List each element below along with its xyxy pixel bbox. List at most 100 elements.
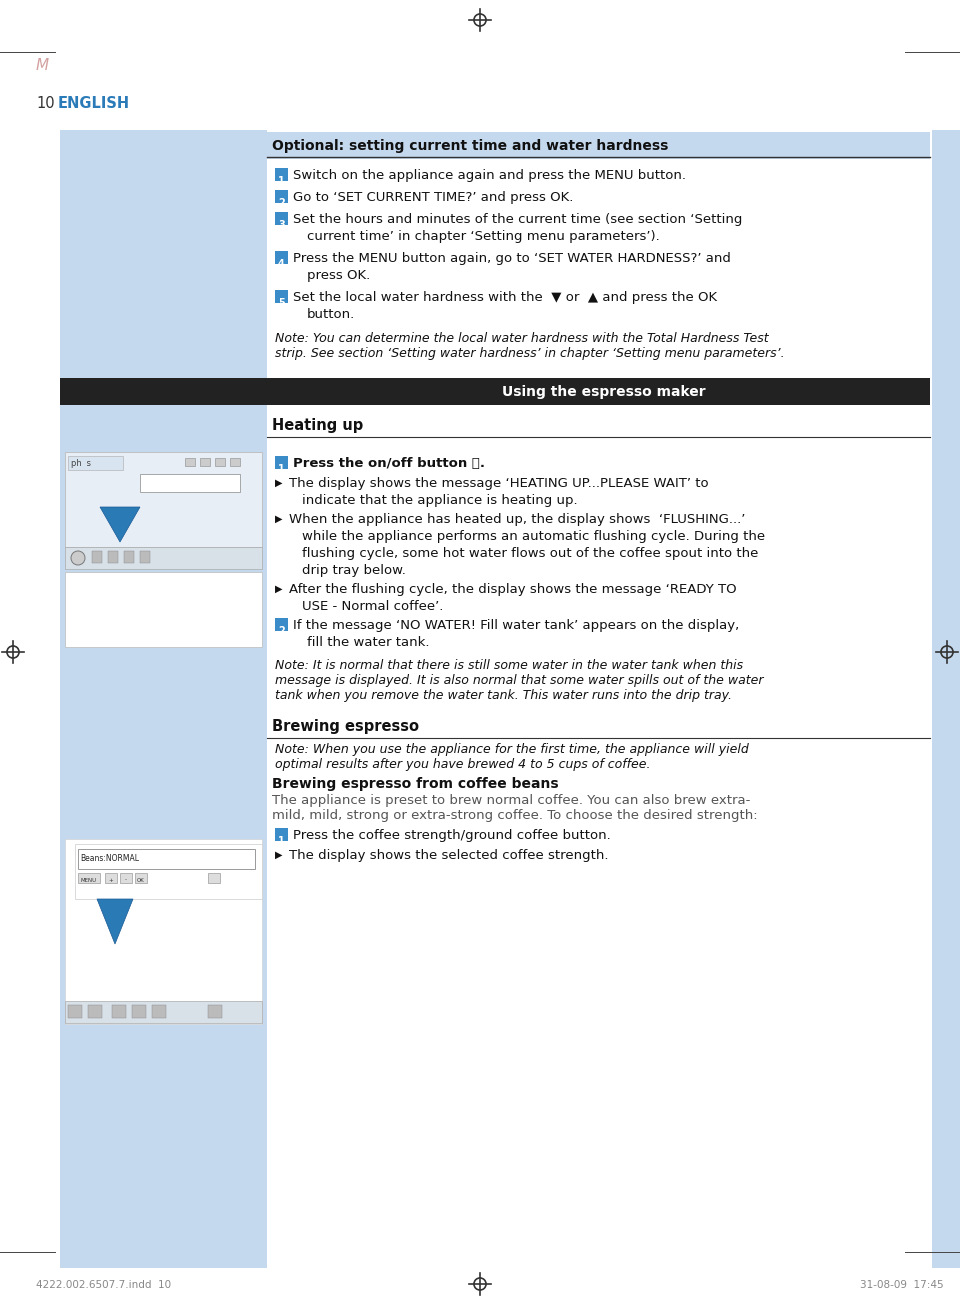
Text: fill the water tank.: fill the water tank. (307, 636, 429, 649)
FancyBboxPatch shape (65, 546, 262, 569)
Text: Note: It is normal that there is still some water in the water tank when this: Note: It is normal that there is still s… (275, 659, 743, 672)
FancyBboxPatch shape (65, 572, 262, 647)
Text: indicate that the appliance is heating up.: indicate that the appliance is heating u… (302, 494, 578, 507)
FancyBboxPatch shape (108, 552, 118, 563)
FancyBboxPatch shape (215, 458, 225, 466)
Text: After the flushing cycle, the display shows the message ‘READY TO: After the flushing cycle, the display sh… (289, 583, 736, 596)
FancyBboxPatch shape (65, 838, 262, 1024)
FancyBboxPatch shape (275, 618, 288, 631)
FancyBboxPatch shape (275, 213, 288, 226)
Text: Note: When you use the appliance for the first time, the appliance will yield: Note: When you use the appliance for the… (275, 743, 749, 756)
Text: ▶: ▶ (275, 584, 282, 595)
FancyBboxPatch shape (124, 552, 134, 563)
Text: ▶: ▶ (275, 514, 282, 524)
FancyBboxPatch shape (60, 378, 267, 406)
FancyBboxPatch shape (65, 452, 262, 546)
Text: Brewing espresso: Brewing espresso (272, 719, 419, 734)
FancyBboxPatch shape (275, 168, 288, 181)
Text: When the appliance has heated up, the display shows  ‘FLUSHING...’: When the appliance has heated up, the di… (289, 512, 745, 526)
Text: 3: 3 (278, 220, 285, 230)
FancyBboxPatch shape (75, 844, 262, 898)
FancyBboxPatch shape (112, 1005, 126, 1018)
Text: ▶: ▶ (275, 850, 282, 861)
Text: 1: 1 (278, 464, 285, 473)
Text: 31-08-09  17:45: 31-08-09 17:45 (860, 1281, 944, 1290)
Circle shape (71, 552, 85, 565)
Text: Set the local water hardness with the  ▼ or  ▲ and press the OK: Set the local water hardness with the ▼ … (293, 291, 717, 304)
FancyBboxPatch shape (60, 132, 930, 159)
Text: Brewing espresso from coffee beans: Brewing espresso from coffee beans (272, 777, 559, 792)
FancyBboxPatch shape (78, 872, 100, 883)
Text: strip. See section ‘Setting water hardness’ in chapter ‘Setting menu parameters’: strip. See section ‘Setting water hardne… (275, 347, 784, 360)
Text: 4222.002.6507.7.indd  10: 4222.002.6507.7.indd 10 (36, 1281, 171, 1290)
Text: The display shows the selected coffee strength.: The display shows the selected coffee st… (289, 849, 609, 862)
Text: 1: 1 (278, 176, 285, 186)
Text: 5: 5 (278, 299, 285, 308)
Text: Heating up: Heating up (272, 419, 363, 433)
Text: Press the on/off button ⏼.: Press the on/off button ⏼. (293, 456, 485, 469)
Text: Switch on the appliance again and press the MENU button.: Switch on the appliance again and press … (293, 170, 686, 183)
Text: message is displayed. It is also normal that some water spills out of the water: message is displayed. It is also normal … (275, 674, 763, 687)
Text: flushing cycle, some hot water flows out of the coffee spout into the: flushing cycle, some hot water flows out… (302, 546, 758, 559)
FancyBboxPatch shape (135, 872, 147, 883)
Text: while the appliance performs an automatic flushing cycle. During the: while the appliance performs an automati… (302, 529, 765, 542)
FancyBboxPatch shape (275, 190, 288, 203)
Text: Press the coffee strength/ground coffee button.: Press the coffee strength/ground coffee … (293, 829, 611, 842)
Text: button.: button. (307, 308, 355, 321)
Text: ph   s: ph s (71, 459, 91, 468)
Text: USE - Normal coffee’.: USE - Normal coffee’. (302, 600, 444, 613)
Text: The appliance is preset to brew normal coffee. You can also brew extra-: The appliance is preset to brew normal c… (272, 794, 751, 807)
Text: 2: 2 (278, 198, 285, 209)
Text: press OK.: press OK. (307, 269, 371, 282)
Text: If the message ‘NO WATER! Fill water tank’ appears on the display,: If the message ‘NO WATER! Fill water tan… (293, 619, 739, 632)
FancyBboxPatch shape (60, 130, 267, 1267)
FancyBboxPatch shape (932, 130, 960, 1267)
FancyBboxPatch shape (208, 872, 220, 883)
FancyBboxPatch shape (68, 456, 123, 469)
Text: OK: OK (137, 878, 145, 883)
Text: 10: 10 (36, 96, 55, 111)
Polygon shape (97, 898, 133, 944)
Polygon shape (100, 507, 140, 542)
Text: Note: You can determine the local water hardness with the Total Hardness Test: Note: You can determine the local water … (275, 333, 769, 346)
Text: 2: 2 (278, 626, 285, 636)
FancyBboxPatch shape (140, 473, 240, 492)
Text: 1: 1 (278, 836, 285, 846)
Text: Optional: setting current time and water hardness: Optional: setting current time and water… (272, 140, 668, 153)
FancyBboxPatch shape (275, 250, 288, 263)
Text: Beans:NORMAL: Beans:NORMAL (80, 854, 139, 863)
FancyBboxPatch shape (120, 872, 132, 883)
FancyBboxPatch shape (200, 458, 210, 466)
Text: Press the MENU button again, go to ‘SET WATER HARDNESS?’ and: Press the MENU button again, go to ‘SET … (293, 252, 731, 265)
FancyBboxPatch shape (105, 872, 117, 883)
FancyBboxPatch shape (275, 828, 288, 841)
FancyBboxPatch shape (267, 378, 930, 406)
Text: current time’ in chapter ‘Setting menu parameters’).: current time’ in chapter ‘Setting menu p… (307, 230, 660, 243)
Text: mild, mild, strong or extra-strong coffee. To choose the desired strength:: mild, mild, strong or extra-strong coffe… (272, 808, 757, 822)
FancyBboxPatch shape (65, 1001, 262, 1024)
Text: drip tray below.: drip tray below. (302, 565, 406, 576)
FancyBboxPatch shape (92, 552, 102, 563)
Text: ▶: ▶ (275, 479, 282, 488)
Text: ENGLISH: ENGLISH (58, 96, 131, 111)
FancyBboxPatch shape (230, 458, 240, 466)
FancyBboxPatch shape (140, 552, 150, 563)
Text: +: + (108, 878, 113, 883)
FancyBboxPatch shape (275, 289, 288, 303)
Text: tank when you remove the water tank. This water runs into the drip tray.: tank when you remove the water tank. Thi… (275, 689, 732, 702)
Text: Set the hours and minutes of the current time (see section ‘Setting: Set the hours and minutes of the current… (293, 213, 742, 226)
Text: -: - (125, 878, 127, 883)
Text: Using the espresso maker: Using the espresso maker (502, 385, 706, 399)
FancyBboxPatch shape (275, 456, 288, 469)
Text: optimal results after you have brewed 4 to 5 cups of coffee.: optimal results after you have brewed 4 … (275, 758, 651, 771)
FancyBboxPatch shape (88, 1005, 102, 1018)
FancyBboxPatch shape (208, 1005, 222, 1018)
Text: The display shows the message ‘HEATING UP...PLEASE WAIT’ to: The display shows the message ‘HEATING U… (289, 477, 708, 490)
Text: M: M (36, 57, 49, 73)
FancyBboxPatch shape (132, 1005, 146, 1018)
FancyBboxPatch shape (68, 1005, 82, 1018)
Text: Go to ‘SET CURRENT TIME?’ and press OK.: Go to ‘SET CURRENT TIME?’ and press OK. (293, 190, 573, 203)
Text: MENU: MENU (81, 878, 97, 883)
FancyBboxPatch shape (185, 458, 195, 466)
FancyBboxPatch shape (78, 849, 255, 868)
